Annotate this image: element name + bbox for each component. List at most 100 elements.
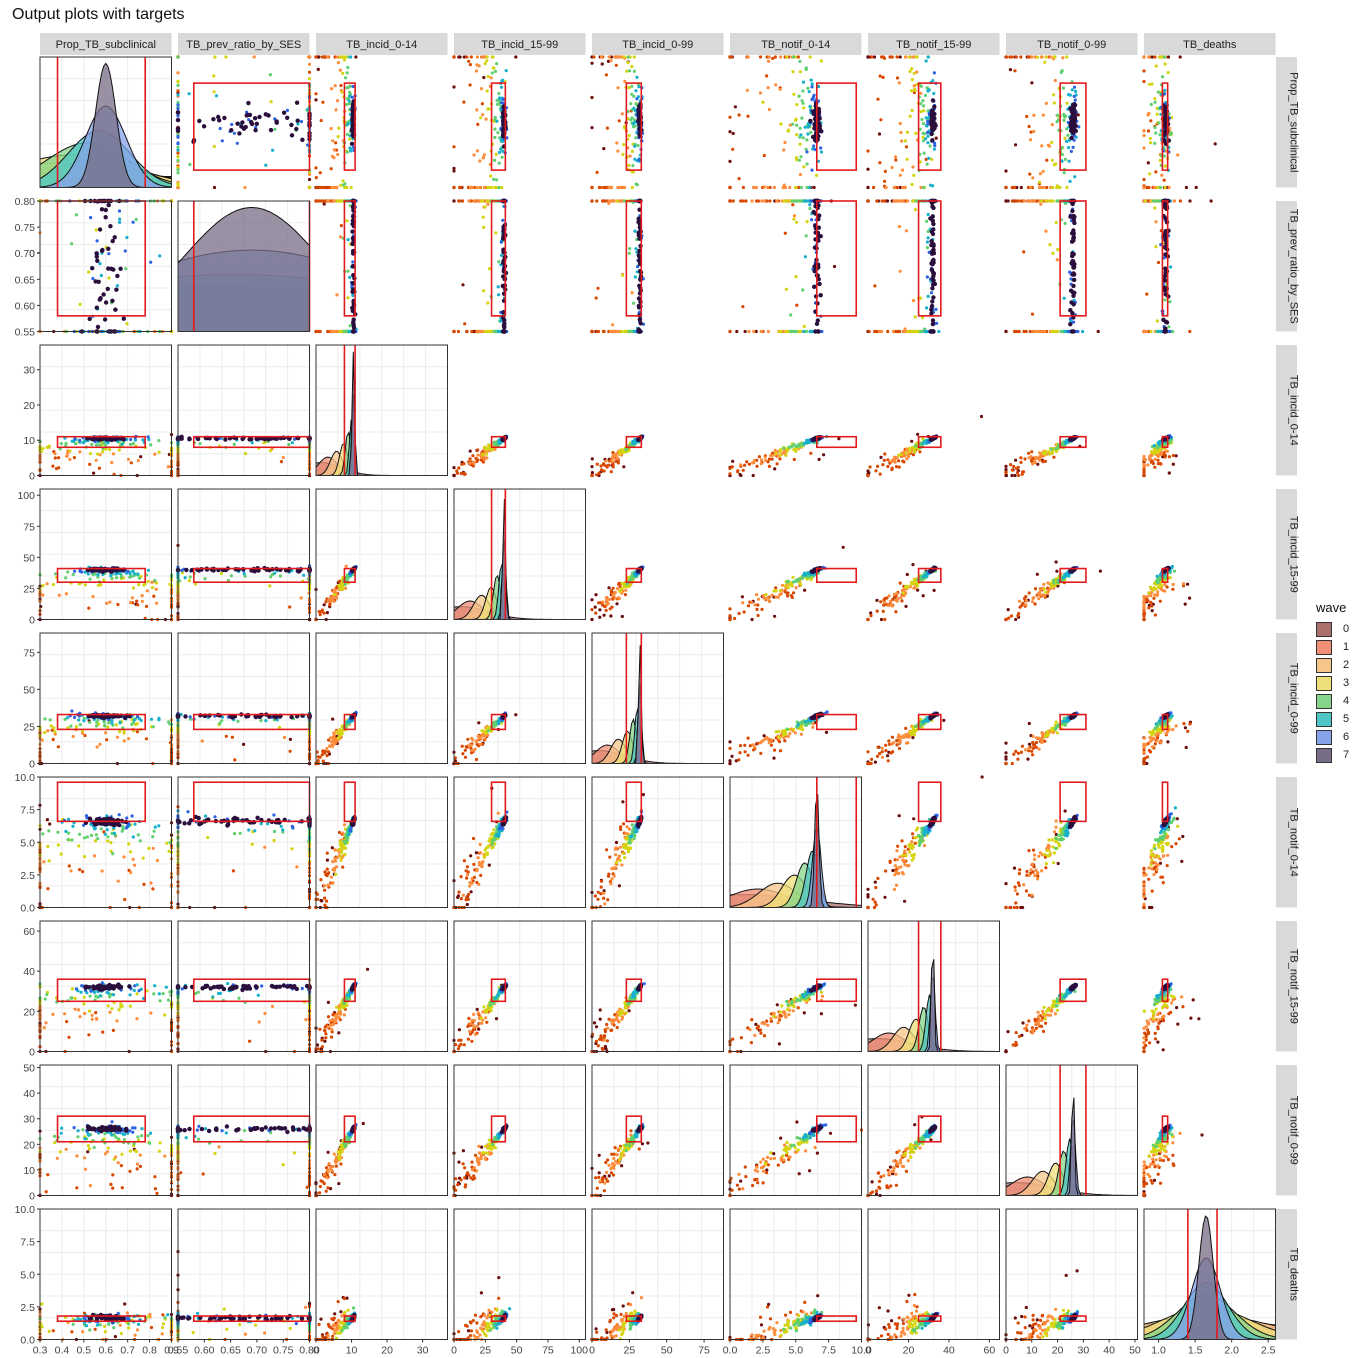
data-point-wave-4 [496,131,500,135]
data-point-wave-2 [339,235,343,239]
data-point-wave-1 [597,185,602,190]
data-point-wave-1 [795,303,799,307]
data-point-wave-3 [484,452,488,456]
data-point-wave-2 [65,454,69,458]
data-point-wave-4 [797,158,802,162]
data-point-wave-3 [94,228,98,232]
data-point-wave-3 [815,173,819,177]
data-point-wave-6 [306,143,310,147]
data-point-wave-5 [1062,296,1066,300]
strip-col-label: TB_incid_0-99 [622,39,693,51]
data-point-wave-2 [891,329,896,334]
panel-prop-tb-subclinical-vs-tb-deaths [1142,55,1276,190]
data-point-wave-4 [632,69,637,73]
data-point-wave-2 [775,199,779,203]
data-point-wave-5 [98,262,102,266]
data-point-wave-4 [188,162,192,167]
data-point-wave-0 [452,85,456,89]
data-point-wave-7 [1069,135,1074,141]
data-point-wave-7 [351,329,356,334]
data-point-wave-1 [604,464,608,468]
data-point-wave-2 [281,456,285,460]
data-point-wave-4 [348,324,352,328]
data-point-wave-1 [468,63,472,67]
data-point-wave-1 [918,450,922,454]
data-point-wave-2 [759,458,764,462]
data-point-wave-6 [299,120,304,124]
data-point-wave-1 [888,55,892,59]
data-point-wave-7 [295,118,300,123]
data-point-wave-5 [806,132,810,136]
data-point-wave-7 [1071,130,1076,136]
data-point-wave-2 [335,99,340,103]
data-point-wave-5 [809,78,813,82]
data-point-wave-2 [166,465,170,469]
panel-bg [730,345,862,476]
data-point-wave-3 [1163,185,1167,190]
data-point-wave-7 [222,115,227,121]
data-point-wave-3 [1051,185,1055,190]
data-point-wave-3 [795,133,799,137]
data-point-wave-0 [877,132,882,136]
data-point-wave-4 [792,329,796,334]
data-point-wave-4 [629,102,633,106]
data-point-wave-7 [930,318,936,323]
data-point-wave-4 [920,117,924,122]
data-point-wave-4 [268,73,272,77]
data-point-wave-3 [262,441,266,445]
strip-col-5 [730,33,862,55]
data-point-wave-2 [767,55,771,59]
data-point-wave-6 [926,119,930,124]
data-point-wave-1 [866,473,870,478]
data-point-wave-0 [1178,55,1182,59]
data-point-wave-1 [595,170,599,174]
data-point-wave-2 [911,165,915,169]
data-point-wave-2 [475,55,479,59]
data-point-wave-2 [329,126,333,131]
data-point-wave-2 [604,459,608,463]
data-point-wave-3 [493,185,497,190]
data-point-wave-4 [636,144,640,148]
data-point-wave-1 [457,199,461,203]
data-point-wave-3 [491,448,495,452]
data-point-wave-4 [792,55,796,59]
data-point-wave-3 [1054,220,1058,225]
data-point-wave-7 [1068,288,1074,293]
data-point-wave-1 [590,185,594,190]
data-point-wave-1 [904,145,909,149]
data-point-wave-3 [908,114,912,118]
data-point-wave-7 [932,121,938,127]
data-point-wave-5 [932,147,937,151]
data-point-wave-0 [461,283,465,287]
data-point-wave-1 [318,171,322,175]
data-point-wave-7 [929,267,935,273]
data-point-wave-3 [761,100,765,104]
data-point-wave-3 [1154,64,1158,68]
data-point-wave-4 [808,206,812,211]
data-point-wave-1 [758,55,763,59]
data-point-wave-3 [919,110,923,114]
data-point-wave-3 [341,71,345,75]
data-point-wave-0 [735,329,739,334]
data-point-wave-3 [1038,180,1042,184]
data-point-wave-4 [630,116,634,120]
data-point-wave-1 [743,463,747,467]
data-point-wave-2 [1050,123,1054,127]
data-point-wave-7 [285,115,290,121]
data-point-wave-2 [486,202,490,206]
data-point-wave-5 [924,137,928,141]
data-point-wave-0 [751,473,755,478]
data-point-wave-1 [755,199,759,203]
data-point-wave-7 [103,215,108,220]
data-point-wave-2 [243,185,247,190]
data-point-wave-6 [1163,92,1167,96]
data-point-wave-5 [499,147,503,151]
data-point-wave-7 [638,329,643,334]
data-point-wave-2 [1039,55,1044,59]
data-point-wave-1 [791,203,795,207]
data-point-wave-3 [910,67,914,71]
data-point-wave-2 [1172,199,1176,203]
data-point-wave-3 [626,61,630,65]
data-point-wave-1 [88,462,92,466]
data-point-wave-2 [1047,144,1052,148]
